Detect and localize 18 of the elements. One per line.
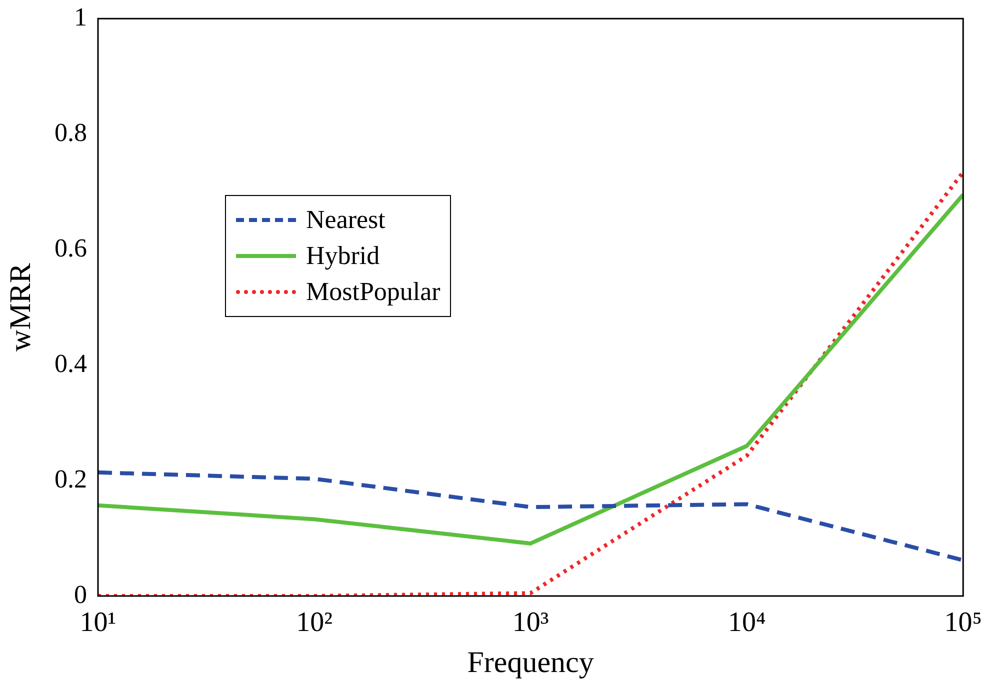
x-tick-label: 10¹ bbox=[80, 607, 116, 638]
y-tick-label: 0 bbox=[74, 580, 87, 609]
y-axis-title: wMRR bbox=[4, 263, 37, 352]
x-tick-label: 10⁵ bbox=[944, 607, 982, 638]
legend-label: Hybrid bbox=[306, 241, 380, 271]
x-tick-label: 10⁴ bbox=[728, 607, 766, 638]
y-tick-label: 0.6 bbox=[54, 233, 87, 262]
x-tick-label: 10² bbox=[296, 607, 332, 638]
line-series bbox=[98, 170, 964, 596]
y-tick-label: 0.2 bbox=[54, 464, 87, 494]
y-tick-label: 0.4 bbox=[54, 348, 87, 378]
x-tick-label: 10³ bbox=[512, 607, 549, 638]
y-tick-label: 1 bbox=[74, 2, 87, 32]
line-series bbox=[98, 470, 964, 562]
x-axis-title: Frequency bbox=[467, 646, 594, 679]
y-tick-label: 0.8 bbox=[54, 118, 87, 147]
legend-label: Nearest bbox=[306, 205, 386, 235]
legend-label: MostPopular bbox=[306, 277, 440, 307]
